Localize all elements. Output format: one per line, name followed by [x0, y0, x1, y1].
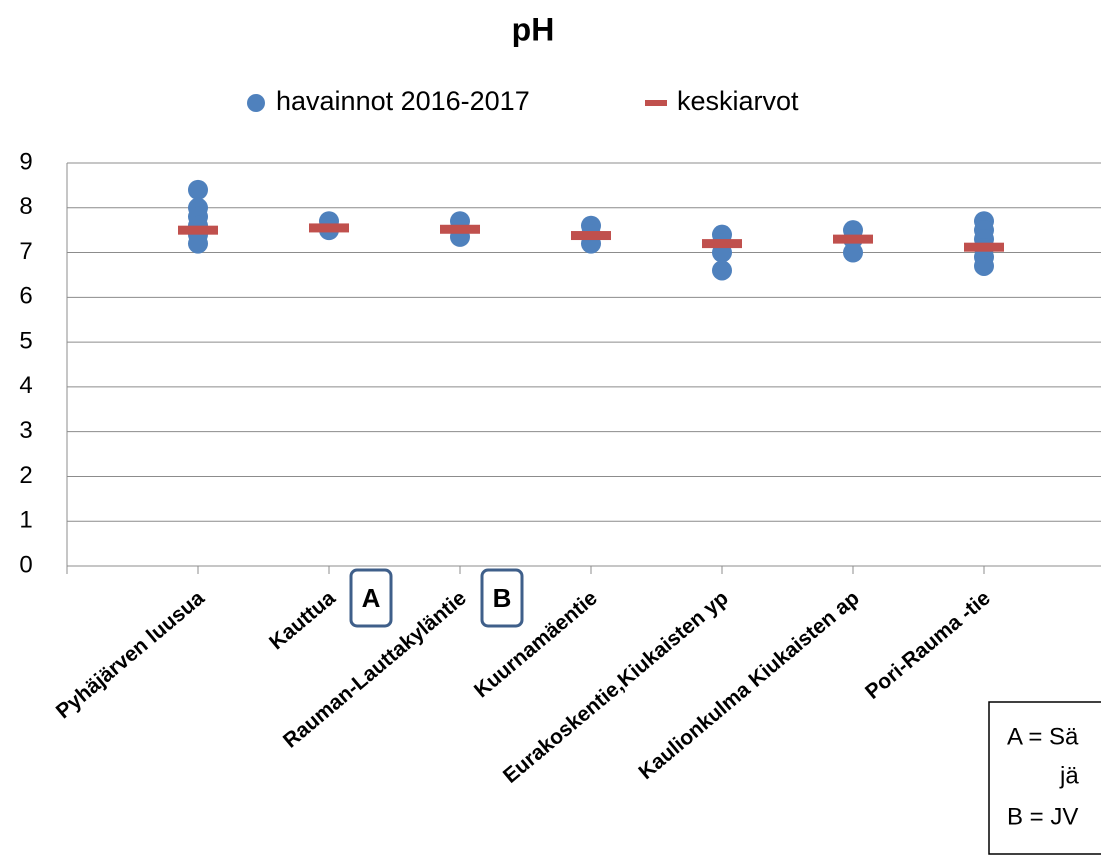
note-text: jä [1059, 762, 1079, 789]
x-tick-label: Pyhäjärven luusua [52, 586, 209, 723]
y-tick-label: 9 [19, 148, 32, 175]
mean-marker [571, 231, 611, 241]
y-tick-label: 7 [19, 238, 32, 265]
mean-marker [178, 225, 218, 235]
y-tick-label: 3 [19, 417, 32, 444]
mean-marker [309, 223, 349, 233]
y-tick-label: 0 [19, 551, 32, 578]
x-tick-label: Kaulionkulma Kiukaisten ap [634, 586, 863, 784]
legend-label: havainnot 2016-2017 [276, 86, 530, 116]
legend-marker [247, 94, 265, 112]
y-tick-label: 4 [19, 372, 32, 399]
observation-point [843, 242, 863, 263]
observation-point [188, 179, 208, 200]
mean-marker [440, 224, 480, 234]
mean-marker [833, 234, 873, 244]
y-tick-label: 2 [19, 462, 32, 489]
note-text: A = Sä [1007, 723, 1079, 750]
y-tick-label: 1 [19, 507, 32, 534]
chart-title: pH [512, 11, 555, 47]
mean-marker [702, 239, 742, 249]
annotation-box [480, 568, 524, 628]
annotation-label: A [362, 583, 381, 613]
mean-marker [964, 242, 1004, 252]
x-tick-label: Eurakoskentie,Kiukaisten yp [499, 586, 733, 787]
observation-point [974, 255, 994, 276]
annotation-label: B [493, 583, 512, 613]
note-box [988, 701, 1101, 855]
y-tick-label: 5 [19, 327, 32, 354]
legend-label: keskiarvot [677, 86, 799, 116]
x-tick-label: Kauttua [265, 586, 340, 654]
y-tick-label: 6 [19, 283, 32, 310]
annotation-box [349, 568, 393, 628]
legend-marker [645, 100, 667, 106]
note-text: B = JV [1007, 803, 1078, 830]
y-tick-label: 8 [19, 193, 32, 220]
observation-point [712, 260, 732, 281]
observation-point [188, 233, 208, 254]
x-tick-label: Pori-Rauma -tie [861, 586, 995, 703]
